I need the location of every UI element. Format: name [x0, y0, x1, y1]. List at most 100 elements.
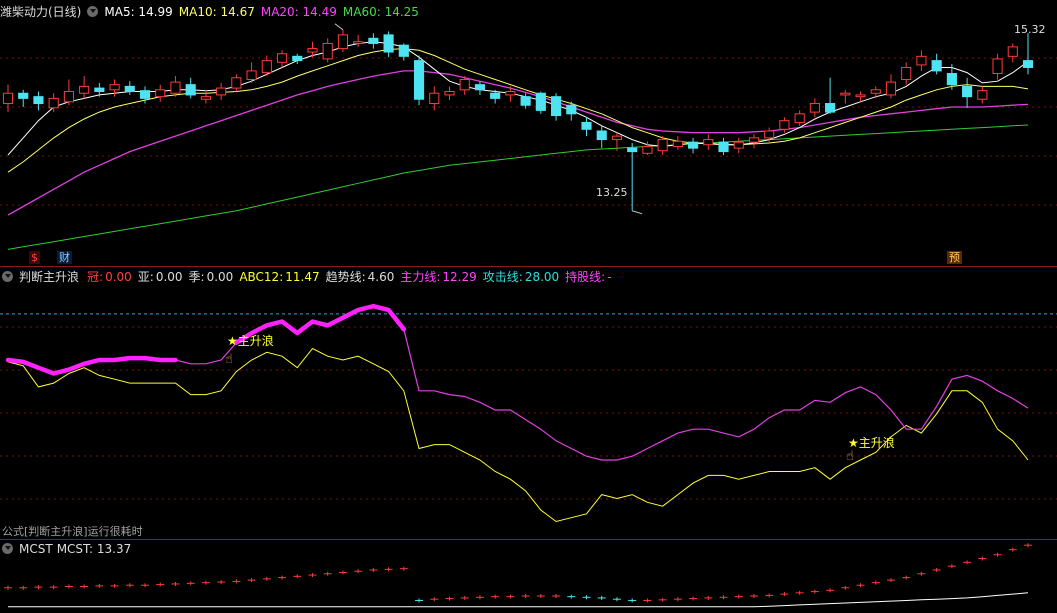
- candle-body: [33, 96, 44, 105]
- candle-body: [231, 77, 242, 89]
- candle-body: [429, 92, 440, 105]
- candle-body: [307, 48, 318, 53]
- candle-body: [550, 96, 562, 117]
- candle-body: [139, 90, 151, 99]
- star-icon: ★: [848, 436, 859, 450]
- event-badge-s[interactable]: $: [29, 251, 40, 264]
- candle-body: [794, 113, 805, 123]
- zhuli-line: [7, 305, 1029, 461]
- panel-divider-2: [0, 539, 1057, 540]
- candle-body: [337, 34, 348, 50]
- chigu-value: -: [607, 270, 612, 284]
- gongji-line: [7, 347, 1029, 523]
- mcst-header: MCST MCST: 13.37: [0, 540, 137, 558]
- candle-body: [885, 81, 897, 96]
- mcst-baseline: [8, 592, 1029, 608]
- indicator-panel: [0, 303, 1057, 523]
- zhuli-label: 主力线:: [400, 270, 441, 284]
- candle-body: [688, 141, 699, 149]
- signal-text-1: 主升浪: [237, 334, 274, 348]
- candle-body: [718, 141, 729, 153]
- ji-label: 季:: [188, 270, 205, 284]
- candle-body: [261, 60, 272, 74]
- candle-body: [63, 91, 74, 103]
- indicator-header: 判断主升浪 冠: 0.00 亚: 0.00 季: 0.00 ABC12: 11.47 趋势线: 4.…: [0, 268, 618, 286]
- candle-body: [216, 87, 227, 96]
- candle-body: [276, 53, 288, 63]
- zhuli-value: 12.29: [442, 270, 477, 284]
- candle-body: [977, 90, 988, 100]
- abc12-label: ABC12:: [239, 270, 284, 284]
- hand-pointer-icon: ☝: [225, 352, 233, 367]
- gongji-value: 28.00: [524, 270, 560, 284]
- candle-body: [155, 89, 166, 98]
- signal-label-1: ★主升浪: [227, 332, 274, 349]
- candle-body: [962, 85, 973, 98]
- ma10-label: MA10: 14.67: [178, 5, 255, 19]
- gongji-label: 攻击线:: [482, 270, 523, 284]
- star-icon: ★: [227, 334, 238, 348]
- guan-value: 0.00: [105, 270, 132, 284]
- candle-body: [764, 130, 775, 139]
- candle-body: [490, 92, 501, 99]
- candle-body: [185, 84, 196, 96]
- candle-body: [48, 97, 59, 109]
- chigu-label: 持股线:: [565, 270, 606, 284]
- dropdown-icon[interactable]: [87, 6, 99, 17]
- dropdown-icon[interactable]: [2, 543, 13, 554]
- event-badge-cai[interactable]: 财: [57, 251, 72, 264]
- candle-body: [596, 130, 607, 141]
- candle-body: [672, 140, 683, 147]
- candle-body: [581, 121, 592, 130]
- candle-body: [292, 55, 303, 62]
- candle-body: [809, 103, 820, 113]
- candle-body: [413, 60, 425, 100]
- candle-body: [916, 55, 927, 66]
- zhuli-bold-segment-0: [5, 355, 178, 376]
- candle-body: [2, 92, 14, 105]
- candle-body: [246, 70, 257, 80]
- ya-label: 亚:: [137, 270, 154, 284]
- candle-body: [18, 92, 29, 99]
- candle-body: [474, 84, 486, 91]
- candle-body: [931, 60, 942, 72]
- candle-body: [368, 37, 379, 44]
- dropdown-icon[interactable]: [2, 271, 13, 282]
- low-price-label: 13.25: [596, 186, 628, 199]
- price-panel: [0, 23, 1057, 250]
- candle-body: [825, 103, 836, 113]
- formula-note: 公式[判断主升浪]运行很耗时: [2, 525, 143, 538]
- ma60-label: MA60: 14.25: [342, 5, 419, 19]
- qushi-value: 4.60: [367, 270, 395, 284]
- candle-body: [1022, 60, 1034, 68]
- hand-pointer-icon: ☝: [846, 449, 854, 464]
- signal-text-2: 主升浪: [858, 436, 895, 450]
- panel-divider-1: [0, 266, 1057, 267]
- indicator-name: 判断主升浪: [19, 270, 80, 284]
- candle-body: [398, 44, 409, 57]
- candle-body: [733, 141, 744, 149]
- candle-body: [611, 135, 623, 141]
- zhuli-bold-segment-1: [234, 303, 407, 345]
- ma20-label: MA20: 14.49: [260, 5, 337, 19]
- candle-body: [642, 145, 653, 154]
- mcst-value-label: MCST: 13.37: [56, 542, 132, 556]
- candle-body: [566, 104, 577, 115]
- candle-body: [657, 139, 668, 152]
- main-panel-header: 潍柴动力(日线) MA5: 14.99 MA10: 14.67 MA20: 14.49…: [0, 3, 425, 21]
- candle-body: [94, 87, 105, 93]
- ji-value: 0.00: [206, 270, 234, 284]
- candle-body: [870, 89, 881, 94]
- ma5-line: [7, 41, 1029, 156]
- high-price-label: 15.32: [1014, 23, 1046, 36]
- mcst-name: MCST: [19, 542, 53, 556]
- signal-label-2: ★主升浪: [848, 434, 895, 451]
- event-badge-yu[interactable]: 预: [947, 251, 962, 264]
- ma5-label: MA5: 14.99: [104, 5, 173, 19]
- ma60-line: [7, 124, 1029, 250]
- guan-label: 冠:: [87, 270, 104, 284]
- candle-body: [79, 85, 90, 94]
- ya-value: 0.00: [155, 270, 183, 284]
- candle-body: [779, 120, 790, 130]
